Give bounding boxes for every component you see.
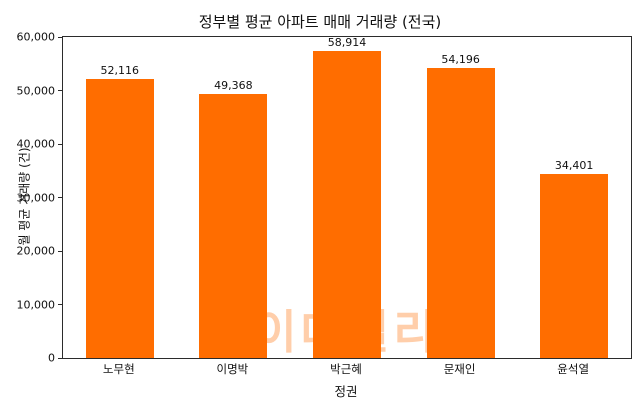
bar-value-label: 54,196 bbox=[441, 53, 480, 67]
x-axis-tick-labels: 노무현 이명박 박근혜 문재인 윤석열 bbox=[62, 361, 630, 377]
x-axis-label: 정권 bbox=[334, 384, 358, 399]
y-tick-label: 30,000 bbox=[16, 191, 56, 204]
x-tick-label: 윤석열 bbox=[557, 362, 590, 376]
bar-value-label: 58,914 bbox=[327, 36, 367, 49]
y-tick-label: 10,000 bbox=[16, 298, 56, 312]
y-tick-mark: 60,000 bbox=[17, 31, 63, 44]
x-tick-label: 박근혜 bbox=[330, 362, 362, 376]
bar-slot: 54,196 bbox=[404, 37, 518, 358]
x-tick-label: 노무현 bbox=[102, 362, 135, 376]
bar-value-label: 49,368 bbox=[214, 78, 253, 92]
bars-container: 52,116 49,368 58,914 54,196 34,401 bbox=[63, 37, 631, 358]
y-tick-mark: 30,000 bbox=[17, 191, 63, 204]
bar bbox=[540, 173, 609, 358]
x-tick-label: 이명박 bbox=[216, 362, 249, 376]
chart-title: 정부별 평균 아파트 매매 거래량 (전국) bbox=[198, 13, 442, 31]
bar-slot: 34,401 bbox=[517, 37, 631, 358]
y-tick-mark: 10,000 bbox=[17, 298, 63, 311]
y-tick-mark: 20,000 bbox=[17, 245, 63, 258]
y-tick-label: 60,000 bbox=[16, 30, 56, 44]
x-tick-label: 문재인 bbox=[443, 362, 476, 376]
bar-value-label: 52,116 bbox=[100, 64, 140, 78]
bar bbox=[199, 93, 268, 358]
bar-value-label: 34,401 bbox=[554, 158, 594, 172]
bar-slot: 52,116 bbox=[63, 37, 177, 358]
bar-slot: 58,914 bbox=[290, 37, 404, 358]
bar-slot: 49,368 bbox=[177, 37, 291, 358]
y-tick-mark: 0 bbox=[48, 352, 63, 365]
y-tick-mark: 50,000 bbox=[17, 84, 63, 97]
y-tick-label: 40,000 bbox=[16, 137, 56, 151]
y-tick-label: 0 bbox=[48, 351, 55, 365]
bar bbox=[312, 51, 382, 358]
y-tick-label: 20,000 bbox=[16, 244, 56, 258]
y-tick-label: 50,000 bbox=[16, 84, 56, 97]
bar bbox=[85, 79, 154, 358]
y-tick-mark: 40,000 bbox=[17, 138, 63, 151]
bar bbox=[426, 68, 495, 358]
